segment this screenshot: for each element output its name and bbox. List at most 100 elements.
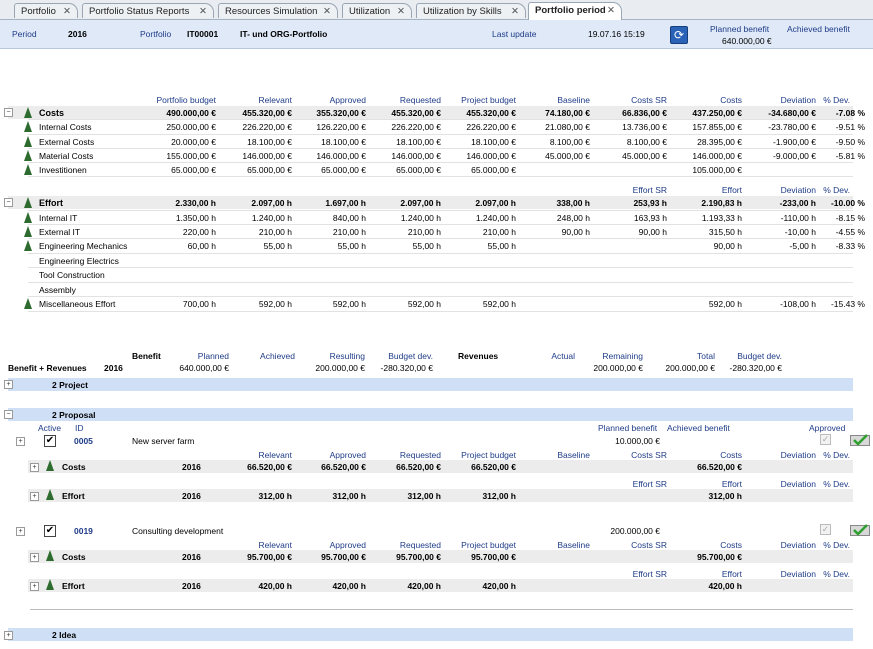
proposal-id[interactable]: 0005 (74, 436, 93, 446)
portfolio-name: IT- und ORG-Portfolio (240, 29, 328, 39)
table-cell: -8.15 % (835, 213, 865, 223)
status-icon (24, 136, 32, 147)
row-divider (28, 176, 853, 177)
table-cell: 312,00 h (332, 491, 366, 501)
table-cell: 455.320,00 € (242, 108, 292, 118)
table-cell: 592,00 h (258, 299, 292, 309)
benefit-revenues-label: Benefit + Revenues (8, 363, 87, 373)
table-cell: 420,00 h (708, 581, 742, 591)
expand-icon[interactable]: + (30, 553, 39, 562)
last-update-label: Last update (492, 29, 537, 39)
section-divider (30, 609, 853, 610)
close-icon[interactable]: ✕ (397, 6, 405, 17)
collapse-icon[interactable]: − (4, 108, 13, 117)
expand-icon[interactable]: + (4, 631, 13, 640)
table-cell: 592,00 h (332, 299, 366, 309)
expand-icon[interactable]: + (4, 380, 13, 389)
col-effort-pct-dev: % Dev. (823, 185, 850, 195)
active-checkbox[interactable]: ✔ (44, 525, 56, 537)
tab-utilization-by-skills[interactable]: Utilization by Skills ✕ (416, 3, 526, 18)
tab-portfolio-period[interactable]: Portfolio period ✕ (528, 2, 622, 20)
approve-icon[interactable] (850, 434, 870, 446)
expand-icon[interactable]: + (16, 437, 25, 446)
benefit-col-achieved: Achieved (260, 351, 295, 361)
status-icon (24, 212, 32, 223)
table-cell: 28.395,00 € (697, 137, 742, 147)
table-cell: 1.240,00 h (251, 213, 292, 223)
expand-icon[interactable]: + (16, 527, 25, 536)
table-cell: 338,00 h (556, 198, 590, 208)
table-cell: 2.097,00 h (251, 198, 292, 208)
table-cell: 437.250,00 € (692, 108, 742, 118)
col-approved: Approved (329, 95, 366, 105)
period-value: 2016 (68, 29, 87, 39)
table-cell: 210,00 h (407, 227, 441, 237)
item-column-header: Costs (720, 540, 742, 550)
item-costs-year: 2016 (182, 462, 201, 472)
expand-icon[interactable]: + (30, 463, 39, 472)
col-portfolio-budget: Portfolio budget (156, 95, 216, 105)
table-cell: 66.520,00 € (396, 462, 441, 472)
tab-portfolio[interactable]: Portfolio ✕ (14, 3, 78, 18)
row-label: External Costs (39, 137, 95, 147)
portfolio-label: Portfolio (140, 29, 172, 39)
table-cell: -34.680,00 € (768, 108, 816, 118)
table-cell: 1.350,00 h (175, 213, 216, 223)
table-cell: 55,00 h (487, 241, 516, 251)
close-icon[interactable]: ✕ (323, 6, 331, 17)
table-cell: 1.697,00 h (325, 198, 366, 208)
col-pct-dev: % Dev. (823, 95, 850, 105)
table-cell: 420,00 h (482, 581, 516, 591)
proposal-benefit: 200.000,00 € (610, 526, 660, 536)
table-cell: 490.000,00 € (166, 108, 216, 118)
table-cell: 20.000,00 € (171, 137, 216, 147)
table-cell: 420,00 h (258, 581, 292, 591)
status-icon (24, 240, 32, 251)
row-label: External IT (39, 227, 81, 237)
table-cell: 95.700,00 € (396, 552, 441, 562)
table-cell: 8.100,00 € (626, 137, 667, 147)
approve-icon[interactable] (850, 524, 870, 536)
close-icon[interactable]: ✕ (199, 6, 207, 17)
active-checkbox[interactable]: ✔ (44, 435, 56, 447)
table-cell: 312,00 h (482, 491, 516, 501)
row-divider (28, 238, 853, 239)
achieved-benefit-label: Achieved benefit (787, 24, 850, 34)
idea-group-band[interactable] (8, 628, 853, 641)
table-cell: 315,50 h (708, 227, 742, 237)
close-icon[interactable]: ✕ (63, 6, 71, 17)
table-cell: 18.100,00 € (321, 137, 366, 147)
idea-group-label: 2 Idea (52, 630, 77, 640)
tab-portfolio-status-reports[interactable]: Portfolio Status Reports ✕ (82, 3, 214, 18)
row-divider (28, 210, 853, 211)
close-icon[interactable]: ✕ (511, 6, 519, 17)
item-effort-header: Effort SR (632, 479, 667, 489)
expand-icon[interactable]: + (30, 492, 39, 501)
proposal-group-band[interactable] (8, 408, 853, 421)
proposal-id[interactable]: 0019 (74, 526, 93, 536)
collapse-icon[interactable]: − (4, 410, 13, 419)
col-project-budget: Project budget (461, 95, 516, 105)
expand-icon[interactable]: + (30, 582, 39, 591)
collapse-icon[interactable]: − (4, 198, 13, 207)
tab-label: Portfolio period (535, 5, 606, 16)
costs-row-bg (28, 550, 853, 563)
table-cell: -7.08 % (835, 108, 865, 118)
refresh-icon[interactable]: ⟳ (670, 26, 688, 44)
row-label: Investitionen (39, 165, 87, 175)
status-icon (46, 460, 54, 471)
project-group-band[interactable] (8, 378, 853, 391)
table-cell: 146.000,00 € (391, 151, 441, 161)
revenues-col-remaining: Remaining (602, 351, 643, 361)
close-icon[interactable]: ✕ (607, 5, 615, 16)
table-cell: -9.000,00 € (772, 151, 816, 161)
row-label: Engineering Mechanics (39, 241, 128, 251)
tab-utilization[interactable]: Utilization ✕ (342, 3, 412, 18)
table-cell: -8.33 % (835, 241, 865, 251)
status-icon (46, 550, 54, 561)
item-effort-label: Effort (62, 491, 85, 501)
table-cell: 90,00 h (713, 241, 742, 251)
tab-resources-simulation[interactable]: Resources Simulation ✕ (218, 3, 338, 18)
item-column-header: Baseline (557, 540, 590, 550)
item-column-header: Costs SR (631, 450, 667, 460)
